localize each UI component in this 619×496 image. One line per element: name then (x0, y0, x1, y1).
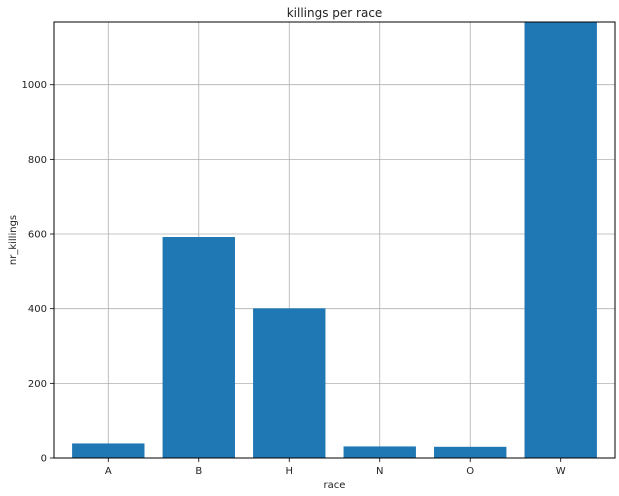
bar-O (434, 446, 507, 458)
y-axis-ticks: 0 200 400 600 800 1000 (22, 80, 54, 465)
x-tick-label: A (105, 466, 112, 477)
x-tick-label: N (376, 466, 383, 477)
y-tick-label: 400 (28, 304, 47, 315)
bar-N (343, 446, 416, 458)
y-tick-label: 600 (28, 230, 47, 241)
bar-B (162, 237, 235, 458)
y-axis-label: nr_killings (8, 215, 19, 265)
bars (72, 22, 597, 458)
bar-W (524, 22, 597, 458)
bar-A (72, 443, 145, 458)
x-tick-label: H (285, 466, 293, 477)
y-tick-label: 200 (28, 379, 47, 390)
chart-title: killings per race (287, 6, 383, 20)
y-tick-label: 1000 (22, 80, 47, 91)
y-tick-label: 0 (41, 454, 47, 465)
x-tick-label: O (466, 466, 474, 477)
x-tick-label: W (556, 466, 566, 477)
bar-H (253, 308, 326, 458)
x-axis-label: race (324, 480, 346, 491)
x-tick-label: B (195, 466, 202, 477)
y-tick-label: 800 (28, 155, 47, 166)
plot-frame (53, 21, 616, 459)
